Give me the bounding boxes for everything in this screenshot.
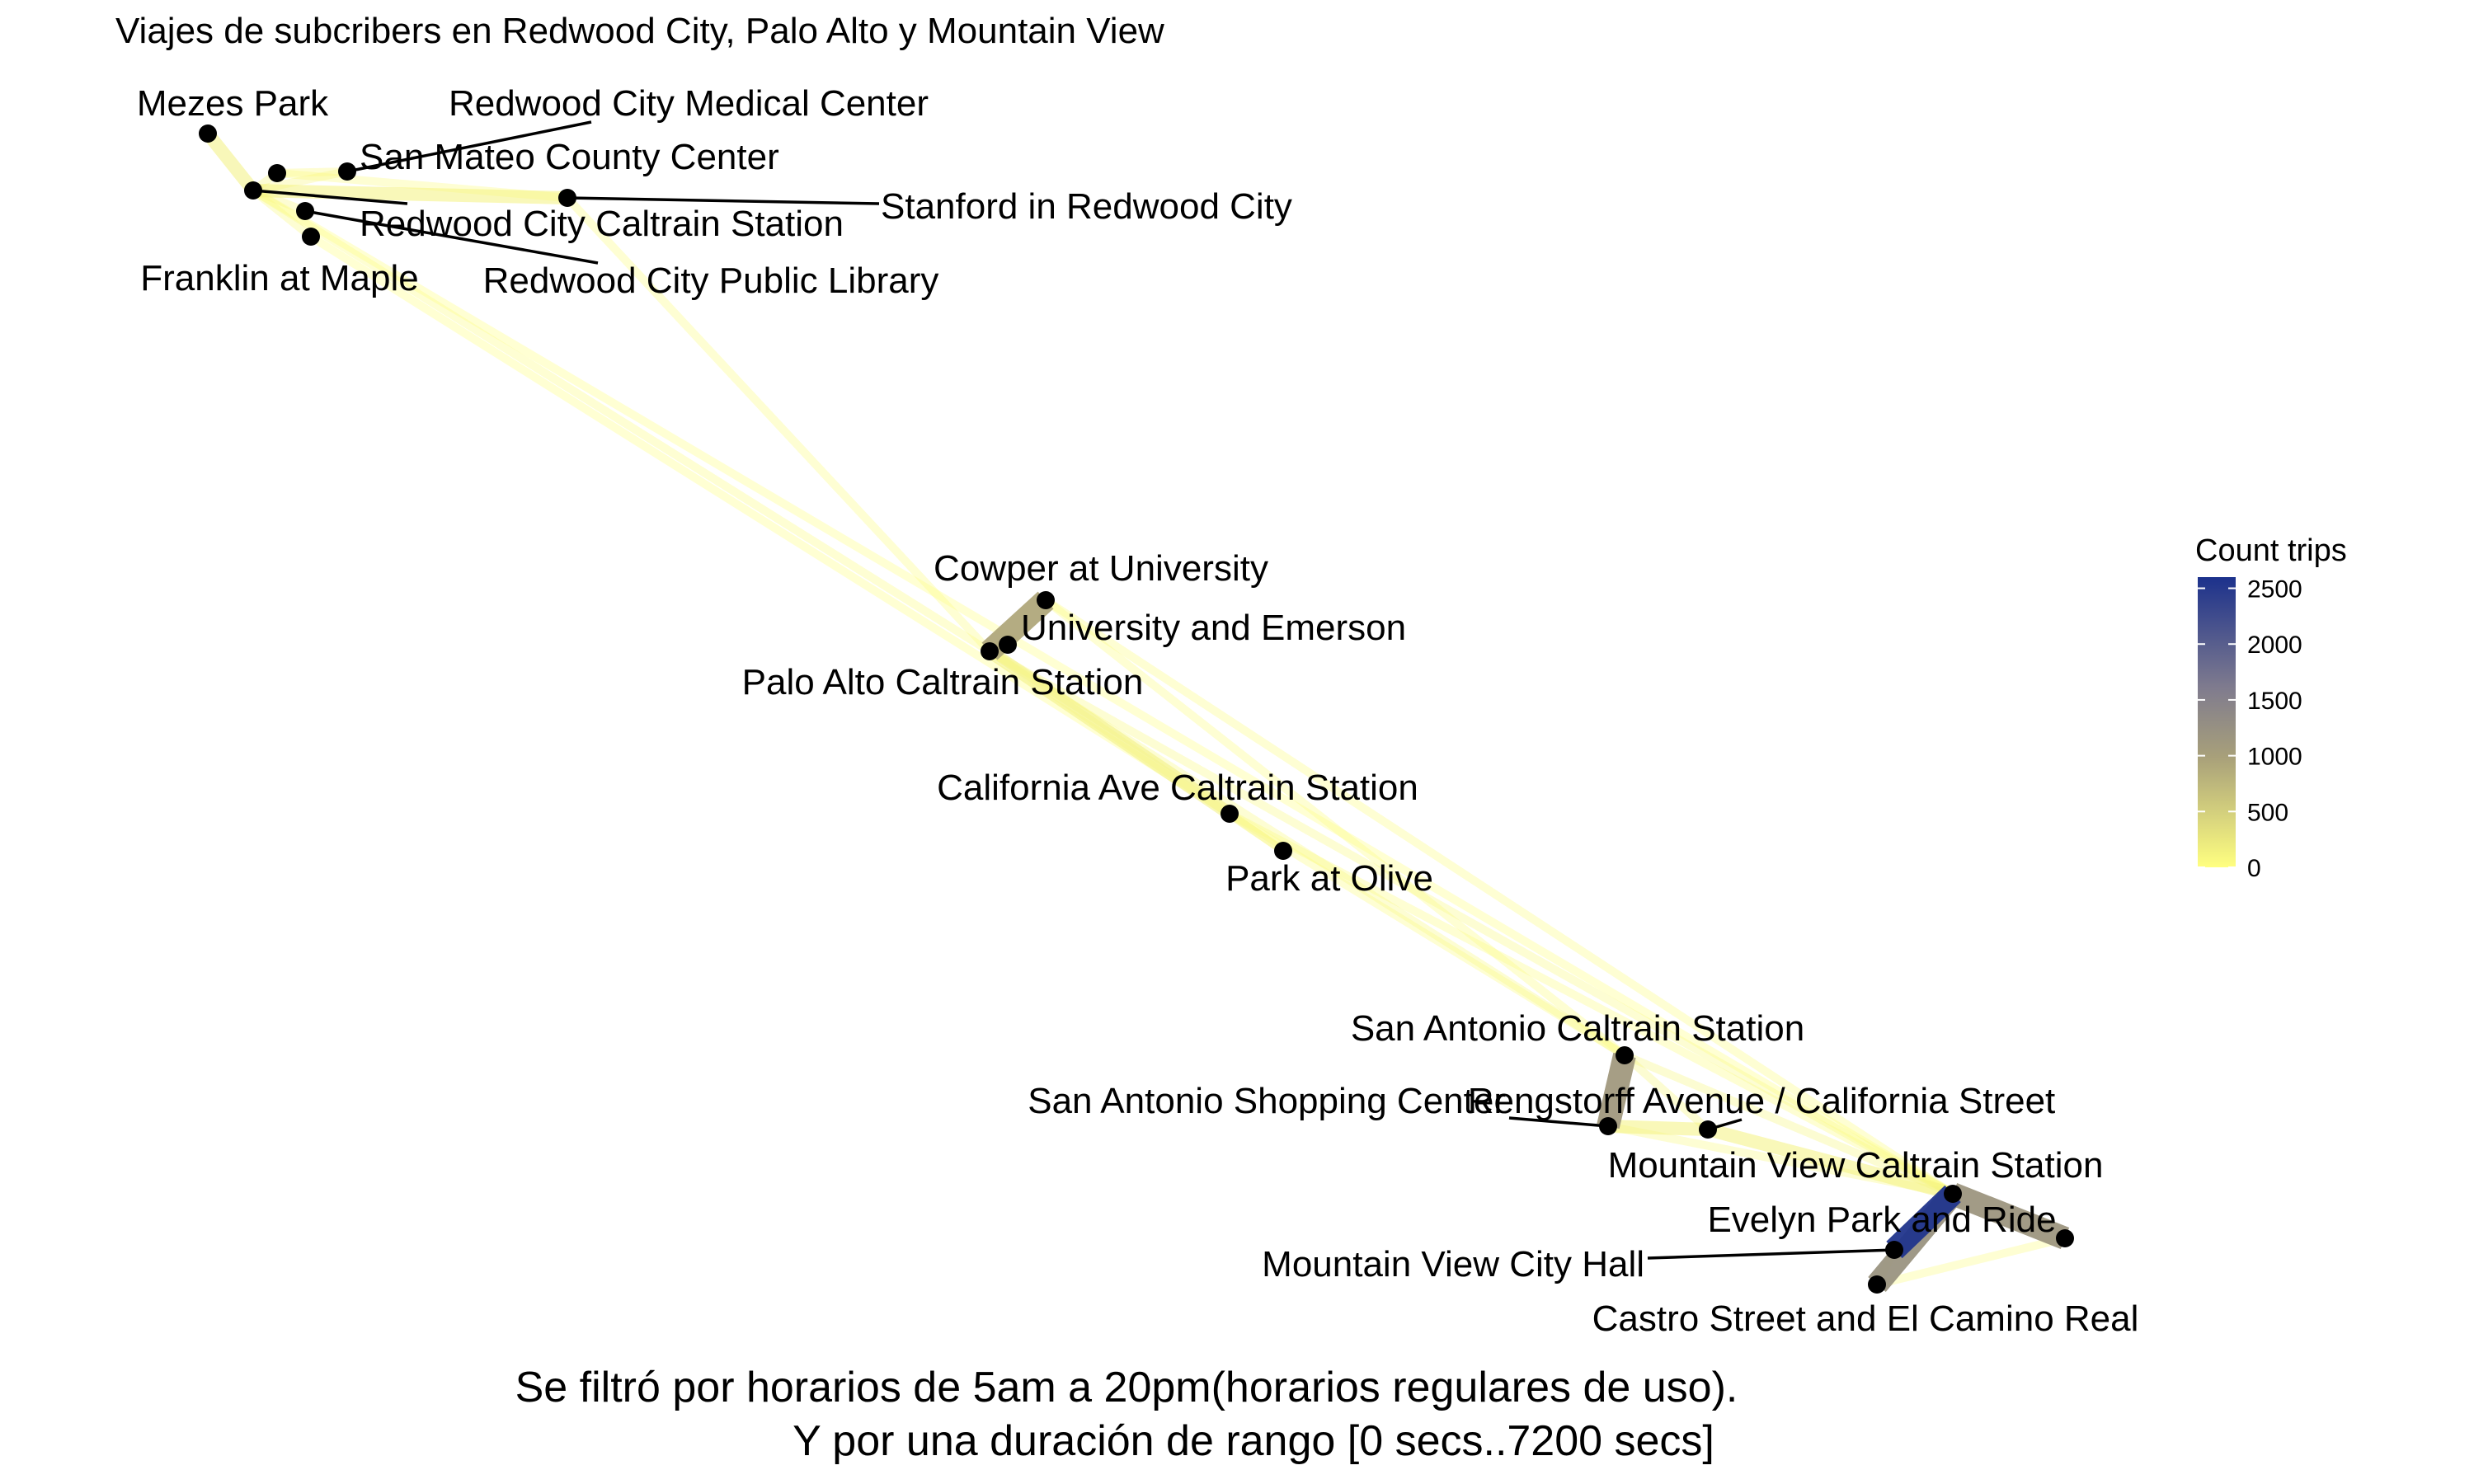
station-points <box>199 124 2074 1294</box>
station-label-mezes: Mezes Park <box>137 83 329 124</box>
station-label-cowper: Cowper at University <box>934 548 1268 589</box>
station-point-rwc_med <box>338 162 356 181</box>
station-label-cal_ave: California Ave Caltrain Station <box>937 768 1418 808</box>
leader-rwc_med <box>346 120 592 173</box>
station-label-smcc: San Mateo County Center <box>360 137 779 177</box>
station-point-cal_ave <box>1221 805 1239 823</box>
legend-tick-label-2000: 2000 <box>2247 632 2302 659</box>
station-label-rwc_caltrain: Redwood City Caltrain Station <box>360 204 844 244</box>
caption-line-1: Se filtró por horarios de 5am a 20pm(hor… <box>515 1364 1738 1411</box>
flow-sa_caltrain-sa_shop <box>1597 1052 1636 1129</box>
station-point-mv_cityhall <box>1885 1241 1903 1259</box>
legend-ticks: 0 500 1000 1500 2000 2500 <box>2198 576 2302 882</box>
station-label-castro: Castro Street and El Camino Real <box>1592 1298 2139 1339</box>
flow-cal_ave-mv_caltrain <box>1227 810 1955 1198</box>
station-point-rengstorff <box>1699 1120 1717 1139</box>
leader-rwc_lib <box>304 209 599 265</box>
flow-smcc-rwc_med <box>276 167 348 177</box>
legend-colorbar <box>2198 577 2236 867</box>
station-label-evelyn: Evelyn Park and Ride <box>1707 1200 2056 1240</box>
station-label-park_olive: Park at Olive <box>1225 858 1433 899</box>
station-label-univ_emerson: University and Emerson <box>1021 608 1406 648</box>
station-point-stanford_rwc <box>558 189 576 207</box>
station-label-rengstorff: Rengstorff Avenue / California Street <box>1468 1081 2056 1121</box>
color-legend: Count trips 0 500 1000 1500 2000 2500 <box>2195 533 2347 882</box>
station-label-rwc_med: Redwood City Medical Center <box>449 83 929 124</box>
leader-stanford_rwc <box>567 196 880 205</box>
station-point-univ_emerson <box>999 636 1017 654</box>
flow-rengstorff-mv_caltrain <box>1705 1123 1955 1200</box>
station-point-park_olive <box>1274 842 1292 860</box>
station-point-pa_caltrain <box>981 642 999 660</box>
flow-mv_caltrain-evelyn <box>1948 1182 2070 1250</box>
flow-mv_caltrain-mv_cityhall <box>1886 1185 1961 1259</box>
flow-rwc_caltrain-mv_caltrain <box>251 186 1955 1198</box>
station-label-mv_caltrain: Mountain View Caltrain Station <box>1608 1145 2104 1186</box>
legend-tick-label-0: 0 <box>2247 855 2261 882</box>
station-point-franklin <box>302 228 320 246</box>
flow-sa_caltrain-rengstorff <box>1621 1052 1711 1133</box>
flow-pa_caltrain-mv_caltrain <box>987 647 1955 1198</box>
station-point-sa_caltrain <box>1616 1046 1634 1064</box>
flow-sa_caltrain-mv_caltrain <box>1623 1051 1954 1198</box>
station-point-evelyn <box>2056 1229 2074 1247</box>
station-label-sa_shop: San Antonio Shopping Center <box>1028 1081 1506 1121</box>
station-point-mv_caltrain <box>1944 1185 1962 1203</box>
station-point-sa_shop <box>1599 1117 1617 1135</box>
station-labels: Mezes Park Redwood City Medical Center San… <box>137 83 2139 1339</box>
station-point-cowper <box>1037 591 1055 609</box>
caption-line-2: Y por una duración de rango [0 secs..720… <box>793 1417 1714 1465</box>
flow-stanford_rwc-pa_caltrain <box>564 195 993 655</box>
flow-cal_ave-sa_caltrain <box>1227 810 1627 1059</box>
chart-title: Viajes de subcribers en Redwood City, Pa… <box>115 11 1164 51</box>
leader-rwc_caltrain <box>252 189 408 205</box>
station-point-mezes <box>199 124 217 143</box>
station-point-castro <box>1868 1275 1886 1294</box>
label-leader-lines <box>252 120 1895 1260</box>
station-label-franklin: Franklin at Maple <box>140 258 418 298</box>
flow-cal_ave-park_olive <box>1227 810 1286 855</box>
station-label-stanford_rwc: Stanford in Redwood City <box>881 186 1292 227</box>
leader-mv_cityhall <box>1647 1248 1895 1260</box>
flow-rwc_caltrain-stanford_rwc <box>252 184 568 204</box>
legend-tick-label-2500: 2500 <box>2247 576 2302 603</box>
flow-rwc_caltrain-franklin <box>250 187 314 240</box>
legend-title: Count trips <box>2195 533 2347 568</box>
station-point-rwc_lib <box>296 202 314 220</box>
flow-rwc_caltrain-mezes <box>202 129 259 195</box>
legend-tick-label-500: 500 <box>2247 799 2288 826</box>
flow-cowper-mv_caltrain <box>1043 596 1955 1198</box>
legend-tick-label-1000: 1000 <box>2247 744 2302 771</box>
station-point-rwc_caltrain <box>244 181 262 200</box>
flow-cowper-sa_caltrain <box>1042 597 1628 1059</box>
station-label-pa_caltrain: Palo Alto Caltrain Station <box>742 662 1144 702</box>
legend-tick-label-1500: 1500 <box>2247 688 2302 715</box>
station-label-sa_caltrain: San Antonio Caltrain Station <box>1351 1008 1804 1049</box>
station-label-mv_cityhall: Mountain View City Hall <box>1262 1244 1644 1284</box>
station-point-smcc <box>268 164 286 182</box>
flow-rwc_caltrain-pa_caltrain <box>251 186 992 655</box>
leader-sa_shop <box>1508 1116 1609 1128</box>
flow-sa_shop-rengstorff <box>1607 1120 1709 1136</box>
flow-pa_caltrain-cal_ave <box>985 646 1234 819</box>
station-label-rwc_lib: Redwood City Public Library <box>483 261 939 301</box>
flow-evelyn-castro <box>1875 1234 2067 1289</box>
